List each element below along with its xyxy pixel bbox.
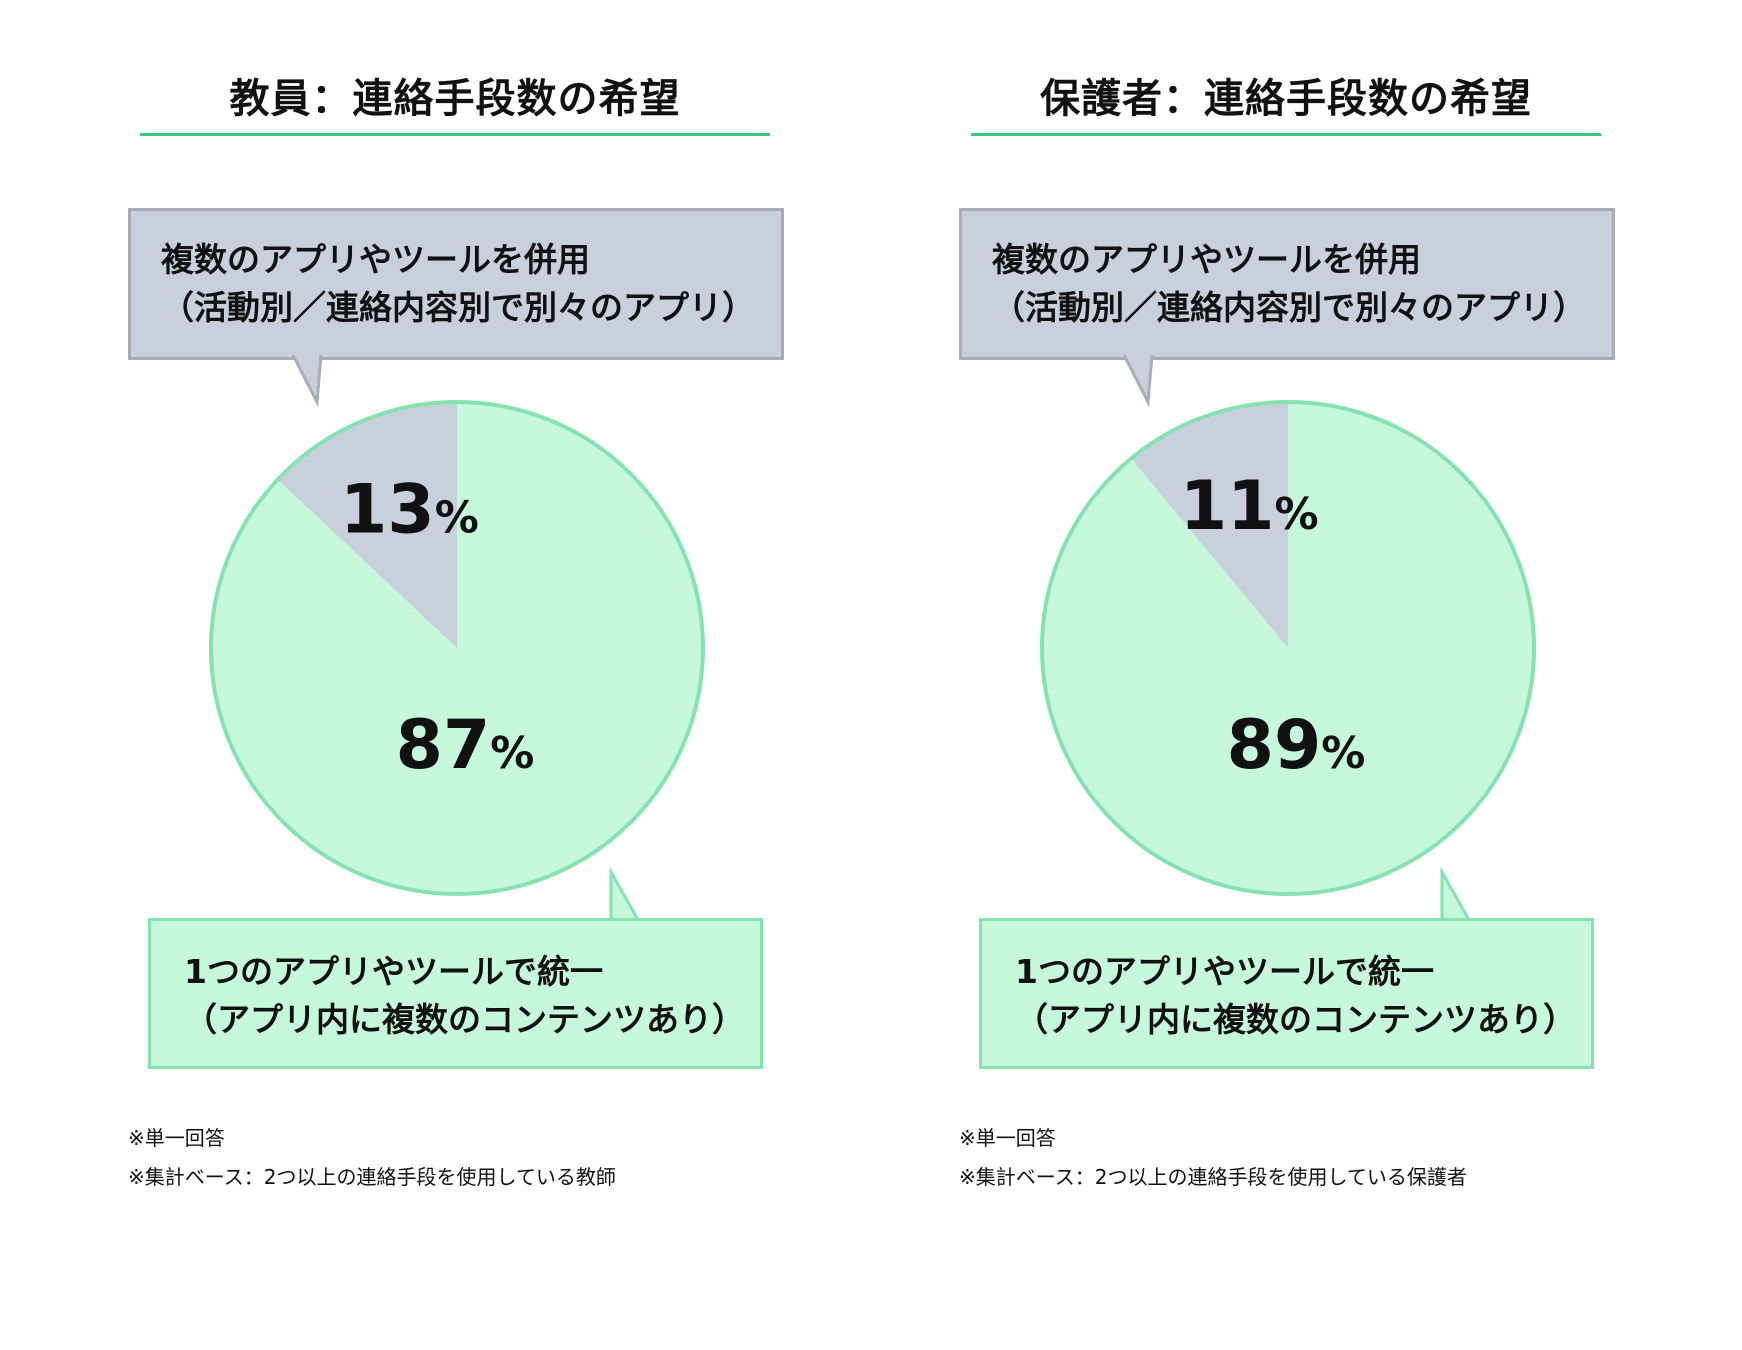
callout-single-app: 1つのアプリやツールで統一 （アプリ内に複数のコンテンツあり） — [979, 918, 1594, 1069]
callout-multiple-apps: 複数のアプリやツールを併用 （活動別／連絡内容別で別々のアプリ） — [959, 208, 1615, 360]
footnote-answer-type: ※単一回答 — [959, 1126, 1056, 1150]
callout-pointer-top — [291, 354, 323, 408]
footnote-answer-type: ※単一回答 — [128, 1126, 225, 1150]
pie-outline — [209, 400, 705, 896]
footnote-base: ※集計ベース：2つ以上の連絡手段を使用している教師 — [128, 1165, 616, 1189]
callout-single-app: 1つのアプリやツールで統一 （アプリ内に複数のコンテンツあり） — [148, 918, 763, 1069]
teacher-chart-panel: 教員：連絡手段数の希望 複数のアプリやツールを併用 （活動別／連絡内容別で別々の… — [95, 0, 895, 1350]
title-underline — [971, 133, 1601, 136]
pie-slice-multiple-apps — [277, 402, 457, 648]
chart-title: 教員：連絡手段数の希望 — [229, 76, 681, 122]
pie-chart: 13% 87% — [209, 400, 705, 896]
pie-chart: 11% 89% — [1040, 400, 1536, 896]
callout-line-1: 1つのアプリやツールで統一 — [1015, 952, 1434, 991]
callout-line-1: 1つのアプリやツールで統一 — [184, 952, 603, 991]
callout-pointer-bottom — [1440, 866, 1470, 920]
data-label-single-app: 87% — [396, 706, 535, 785]
callout-line-1: 複数のアプリやツールを併用 — [161, 240, 590, 279]
data-label-multiple-apps: 13% — [340, 470, 479, 549]
callout-line-2: （アプリ内に複数のコンテンツあり） — [1015, 1000, 1576, 1039]
callout-multiple-apps: 複数のアプリやツールを併用 （活動別／連絡内容別で別々のアプリ） — [128, 208, 784, 360]
pie-slice-single-app — [210, 402, 703, 894]
pie-outline — [1040, 400, 1536, 896]
pie-slice-multiple-apps — [1131, 402, 1288, 648]
callout-pointer-top — [1122, 354, 1154, 408]
callout-line-2: （活動別／連絡内容別で別々のアプリ） — [992, 288, 1586, 327]
footnote-base: ※集計ベース：2つ以上の連絡手段を使用している保護者 — [959, 1165, 1467, 1189]
pie-slice-single-app — [1042, 402, 1534, 895]
data-label-single-app: 89% — [1227, 706, 1366, 785]
title-underline — [140, 133, 770, 136]
callout-line-2: （アプリ内に複数のコンテンツあり） — [184, 1000, 745, 1039]
chart-title: 保護者：連絡手段数の希望 — [1040, 76, 1532, 122]
guardian-chart-panel: 保護者：連絡手段数の希望 複数のアプリやツールを併用 （活動別／連絡内容別で別々… — [926, 0, 1726, 1350]
callout-pointer-bottom — [609, 866, 639, 920]
callout-line-1: 複数のアプリやツールを併用 — [992, 240, 1421, 279]
callout-line-2: （活動別／連絡内容別で別々のアプリ） — [161, 288, 755, 327]
data-label-multiple-apps: 11% — [1180, 467, 1319, 546]
